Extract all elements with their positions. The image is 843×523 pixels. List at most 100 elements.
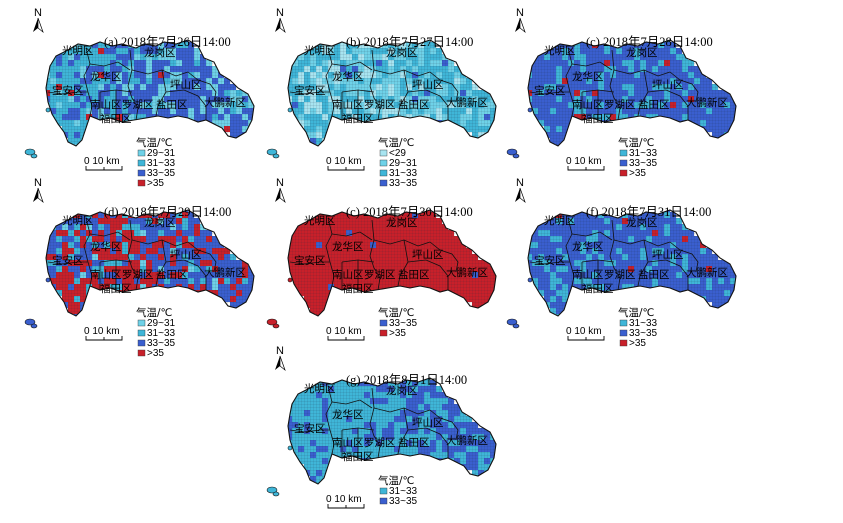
district-boundary xyxy=(47,91,88,95)
city-boundary xyxy=(287,377,497,485)
district-label: 南山区 xyxy=(572,268,604,281)
legend-title: 气温/℃ xyxy=(618,136,654,149)
svg-text:N: N xyxy=(34,177,42,189)
island xyxy=(24,318,36,326)
district-label: 大鹏新区 xyxy=(446,434,488,447)
district-label: 罗湖区 xyxy=(604,99,636,111)
legend-swatch xyxy=(619,339,628,347)
district-boundary xyxy=(565,47,575,117)
panel-title: (b) 2018年7月27日14:00 xyxy=(346,35,473,49)
district-label: 大鹏新区 xyxy=(446,266,488,279)
legend-label: 33~35 xyxy=(389,496,418,507)
district-boundary xyxy=(331,61,373,71)
temperature-cell xyxy=(288,230,292,236)
district-label: 福田区 xyxy=(100,282,132,295)
district-label: 龙岗区 xyxy=(386,384,418,397)
district-boundary xyxy=(289,261,330,265)
legend-label: 31~33 xyxy=(147,328,176,339)
district-boundary xyxy=(289,429,330,433)
north-arrow: N xyxy=(33,177,44,204)
district-boundary xyxy=(331,231,373,241)
svg-text:0 10 km: 0 10 km xyxy=(326,326,362,337)
district-label: 大鹏新区 xyxy=(204,266,246,279)
legend-label: 33~35 xyxy=(147,338,176,349)
district-boundary xyxy=(407,427,449,458)
district-boundary xyxy=(47,261,88,265)
scale-bar: 0 10 km xyxy=(326,156,365,171)
island xyxy=(527,277,533,283)
district-label: 坪山区 xyxy=(412,248,444,261)
panel-title: (c) 2018年7月30日14:00 xyxy=(346,205,473,219)
svg-text:N: N xyxy=(276,7,284,19)
district-label: 坪山区 xyxy=(652,78,684,91)
panel-title: (a) 2018年7月26日14:00 xyxy=(104,35,231,49)
city-boundary xyxy=(45,209,255,317)
legend-label: 31~33 xyxy=(629,148,658,159)
district-label: 南山区 xyxy=(90,98,122,111)
district-boundary xyxy=(407,259,449,290)
north-arrow: N xyxy=(275,345,286,372)
island xyxy=(506,318,518,326)
district-label: 龙岗区 xyxy=(626,46,658,59)
district-label: 罗湖区 xyxy=(122,99,154,111)
island xyxy=(24,148,36,156)
legend-swatch xyxy=(379,319,388,327)
district-label: 龙华区 xyxy=(90,70,122,83)
district-label: 光明区 xyxy=(304,214,336,227)
scale-bar: 0 10 km xyxy=(566,326,605,341)
legend-swatch xyxy=(137,329,146,337)
svg-text:N: N xyxy=(516,177,524,189)
district-boundary xyxy=(325,385,335,455)
district-label: 龙华区 xyxy=(572,70,604,83)
district-label: 盐田区 xyxy=(398,98,430,111)
legend-label: 33~35 xyxy=(389,178,418,189)
district-boundary xyxy=(571,61,613,71)
svg-text:0 10 km: 0 10 km xyxy=(566,156,602,167)
legend-swatch xyxy=(137,179,146,187)
legend-label: >35 xyxy=(629,168,646,179)
city-boundary xyxy=(527,209,737,317)
district-label: 大鹏新区 xyxy=(446,96,488,109)
legend-label: 31~33 xyxy=(389,486,418,497)
legend-swatch xyxy=(379,487,388,495)
district-boundary xyxy=(529,261,570,265)
legend-title: 气温/℃ xyxy=(136,136,172,149)
legend-swatch xyxy=(137,169,146,177)
north-arrow: N xyxy=(275,177,286,204)
legend-swatch xyxy=(619,319,628,327)
svg-text:0 10 km: 0 10 km xyxy=(84,156,120,167)
legend-label: 33~35 xyxy=(147,168,176,179)
svg-text:N: N xyxy=(34,7,42,19)
district-label: 罗湖区 xyxy=(122,269,154,281)
district-boundary xyxy=(429,71,459,103)
svg-text:0 10 km: 0 10 km xyxy=(566,326,602,337)
district-label: 福田区 xyxy=(582,112,614,125)
legend-swatch xyxy=(619,329,628,337)
district-label: 坪山区 xyxy=(412,416,444,429)
legend-label: 33~35 xyxy=(629,158,658,169)
district-boundary xyxy=(187,241,217,273)
legend-label: >35 xyxy=(147,178,164,189)
island xyxy=(527,107,533,113)
district-label: 宝安区 xyxy=(294,254,326,267)
legend-label: 31~33 xyxy=(629,318,658,329)
island xyxy=(287,107,293,113)
district-boundary xyxy=(669,241,699,273)
legend-swatch xyxy=(379,497,388,505)
district-label: 南山区 xyxy=(332,436,364,449)
legend-swatch xyxy=(379,179,388,187)
island xyxy=(512,323,520,329)
legend-title: 气温/℃ xyxy=(618,306,654,319)
district-label: 盐田区 xyxy=(638,98,670,111)
district-boundary xyxy=(165,89,207,120)
legend-label: 29~31 xyxy=(389,158,418,169)
district-label: 福田区 xyxy=(342,450,374,463)
island xyxy=(266,318,278,326)
city-boundary xyxy=(45,39,255,147)
legend-label: 29~31 xyxy=(147,148,176,159)
